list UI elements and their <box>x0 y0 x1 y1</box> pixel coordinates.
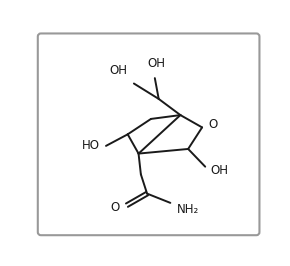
Text: HO: HO <box>82 139 100 152</box>
FancyBboxPatch shape <box>38 34 260 235</box>
Text: OH: OH <box>211 164 229 177</box>
Text: NH₂: NH₂ <box>177 202 200 215</box>
Text: O: O <box>111 201 120 214</box>
Text: O: O <box>208 118 218 131</box>
Text: OH: OH <box>147 57 165 70</box>
Text: OH: OH <box>110 64 128 77</box>
